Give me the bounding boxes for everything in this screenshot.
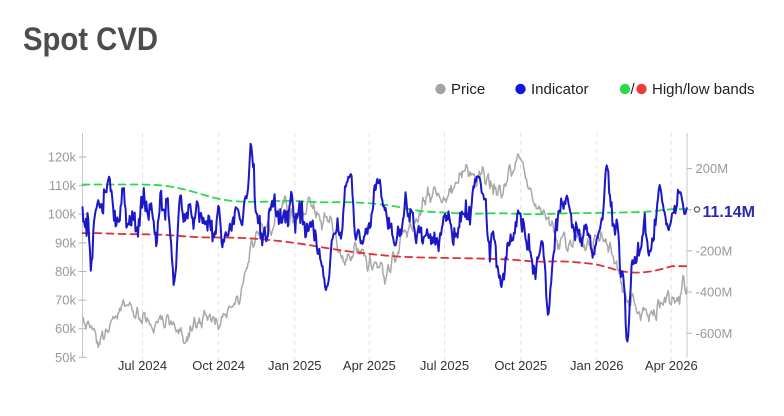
svg-text:High/low bands: High/low bands: [652, 81, 755, 98]
svg-text:/: /: [631, 81, 636, 98]
svg-text:Jul 2024: Jul 2024: [118, 358, 167, 373]
svg-text:70k: 70k: [55, 293, 76, 308]
svg-text:Oct 2025: Oct 2025: [494, 358, 547, 373]
svg-text:50k: 50k: [55, 350, 76, 365]
svg-text:120k: 120k: [48, 150, 77, 165]
svg-text:200M: 200M: [696, 161, 729, 176]
svg-text:Indicator: Indicator: [531, 81, 589, 98]
svg-text:90k: 90k: [55, 235, 76, 250]
svg-text:11.14M: 11.14M: [703, 204, 755, 221]
svg-text:Jul 2025: Jul 2025: [420, 358, 469, 373]
svg-text:Apr 2026: Apr 2026: [645, 358, 698, 373]
svg-text:-200M: -200M: [696, 243, 733, 258]
svg-text:Jan 2025: Jan 2025: [268, 358, 322, 373]
svg-text:110k: 110k: [49, 178, 77, 193]
svg-text:100k: 100k: [48, 207, 77, 222]
svg-text:80k: 80k: [55, 264, 76, 279]
svg-text:Oct 2024: Oct 2024: [192, 358, 245, 373]
svg-text:Price: Price: [451, 81, 485, 98]
svg-text:-600M: -600M: [696, 326, 733, 341]
svg-text:Jan 2026: Jan 2026: [570, 358, 624, 373]
svg-text:Apr 2025: Apr 2025: [343, 358, 396, 373]
svg-text:60k: 60k: [55, 321, 76, 336]
svg-text:-400M: -400M: [696, 285, 733, 300]
svg-text:Spot CVD: Spot CVD: [23, 21, 158, 57]
